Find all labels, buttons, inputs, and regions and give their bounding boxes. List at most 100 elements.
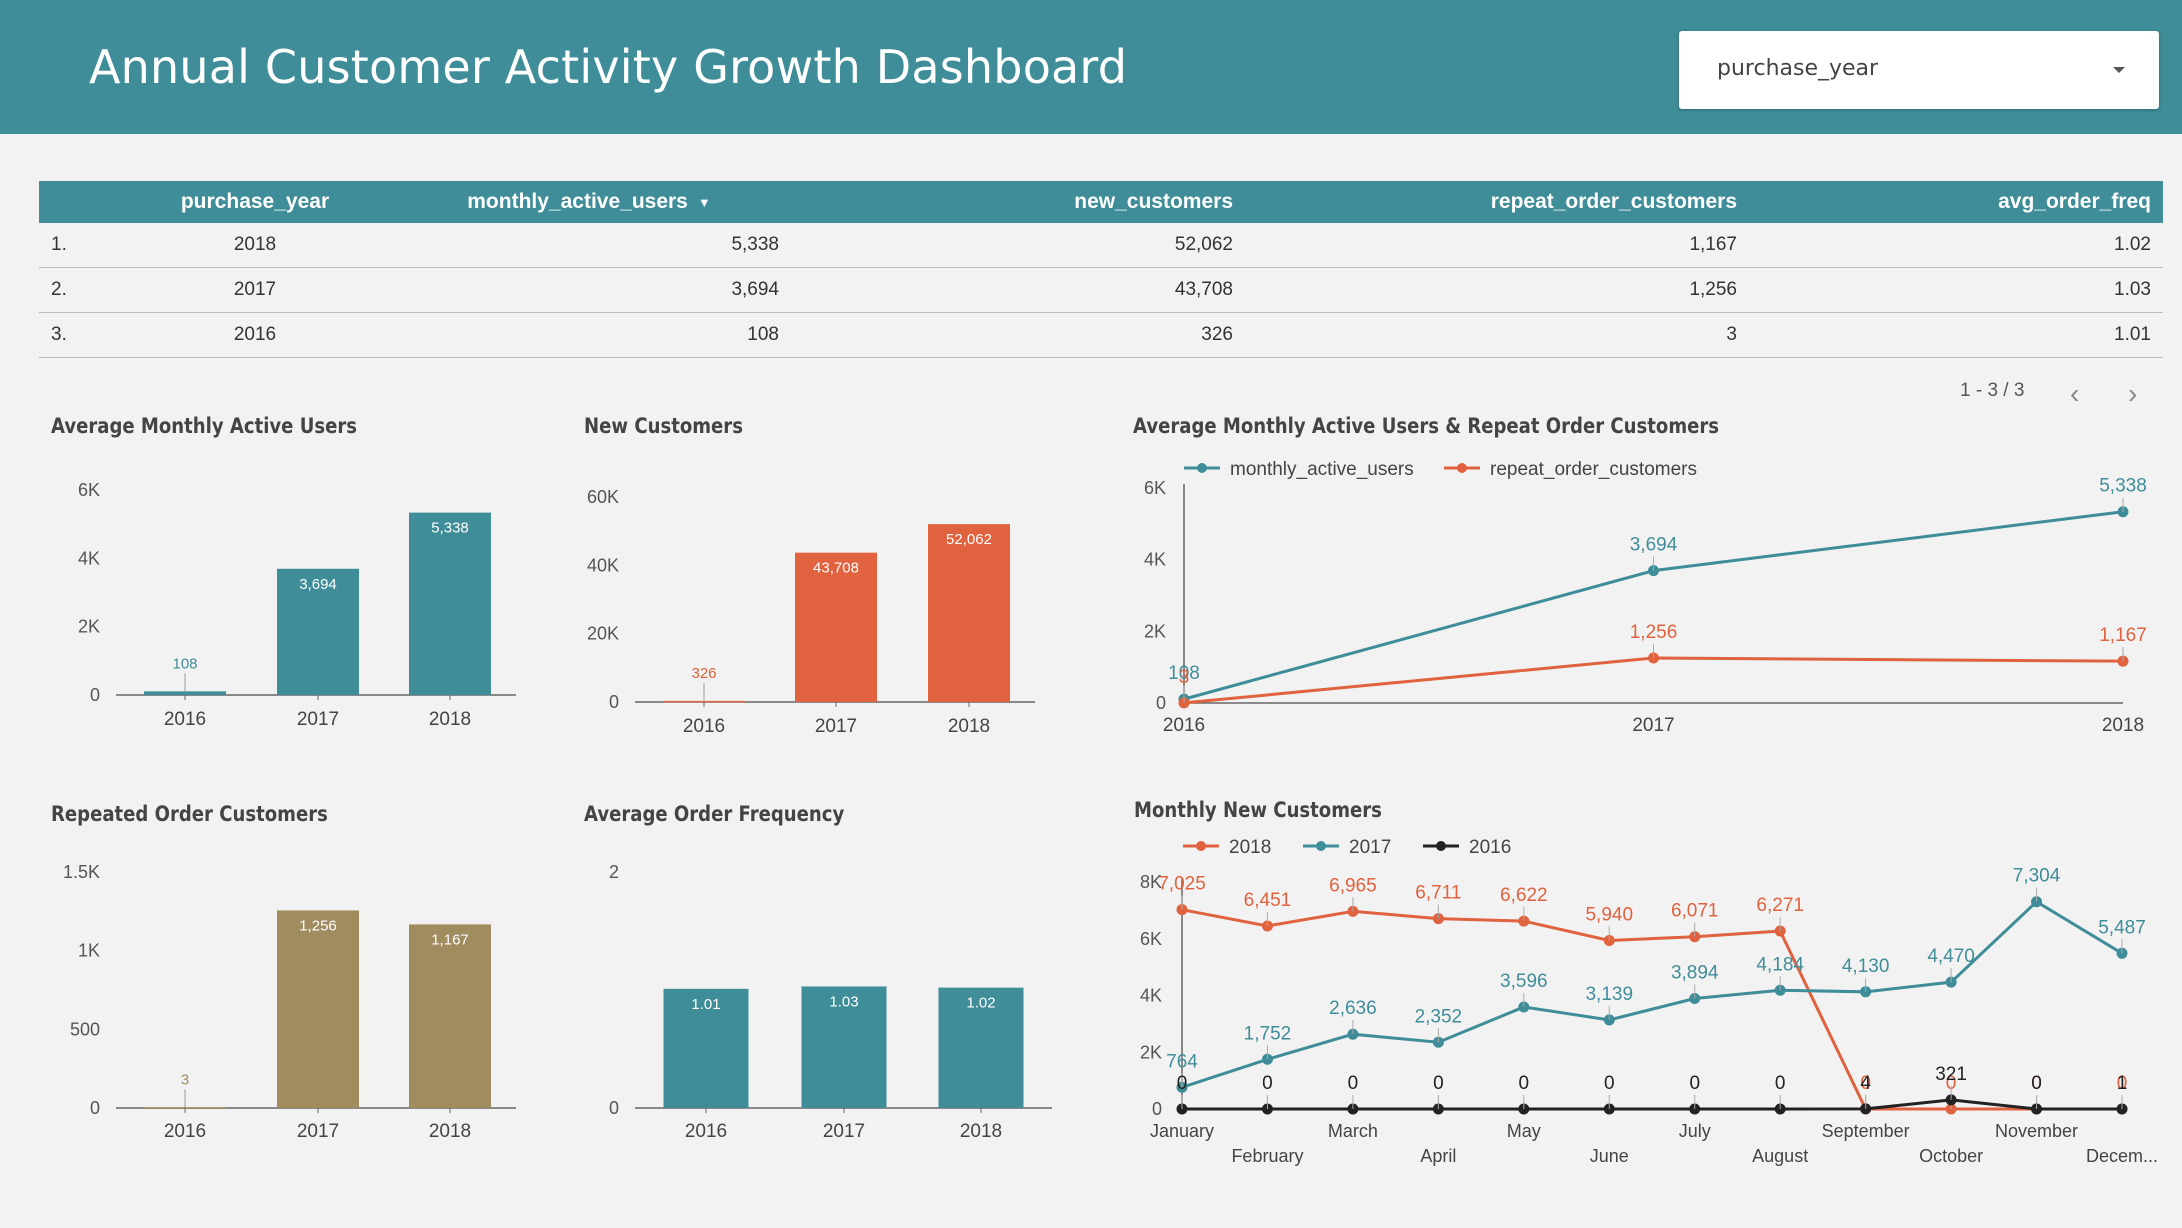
freq-bar	[938, 987, 1024, 1108]
monthly-legend-marker	[1316, 841, 1326, 851]
combo-ytick-label: 0	[1156, 693, 1166, 713]
chart-title-monthly: Monthly New Customers	[1134, 798, 1382, 822]
filter-label: purchase_year	[1717, 56, 1879, 81]
table-header-row: purchase_year monthly_active_users ▼ new_…	[39, 181, 2163, 223]
newc-bar	[795, 552, 877, 702]
chevron-left-icon[interactable]: ‹	[2070, 378, 2080, 409]
purchase-year-filter[interactable]: purchase_year	[1679, 31, 2159, 109]
freq-ytick-label: 0	[609, 1098, 619, 1118]
table-header-new-customers[interactable]: new_customers	[791, 181, 1245, 223]
newc-data-label: 52,062	[946, 531, 992, 548]
table-row: 3. 2016 108 326 3 1.01	[39, 312, 2163, 358]
monthly-data-label: 4,470	[1927, 946, 1975, 967]
repeat-data-label: 1,167	[431, 931, 469, 948]
combo-data-label: 1,256	[1630, 622, 1678, 643]
repeat-data-label: 1,256	[299, 917, 337, 934]
mau-ytick-label: 6K	[78, 480, 100, 500]
monthly-legend-marker	[1196, 841, 1206, 851]
cell-new-customers: 43,708	[791, 267, 1245, 313]
combo-data-label: 5,338	[2099, 476, 2147, 497]
cell-purchase-year: 2018	[123, 223, 387, 268]
monthly-x-tick-label: April	[1420, 1146, 1456, 1166]
sort-desc-icon[interactable]: ▼	[697, 194, 711, 210]
freq-data-label: 1.02	[966, 995, 995, 1012]
monthly-data-label: 764	[1166, 1051, 1198, 1072]
cell-repeat-order-customers: 3	[1245, 312, 1749, 358]
monthly-data-label: 4,184	[1756, 954, 1804, 975]
monthly-data-label: 6,622	[1500, 885, 1548, 906]
repeat-ytick-label: 1K	[78, 941, 100, 961]
cell-repeat-order-customers: 1,167	[1245, 223, 1749, 268]
freq-data-label: 1.01	[691, 996, 720, 1013]
chart-title-new-customers: New Customers	[584, 414, 743, 438]
repeat-bar	[277, 910, 359, 1108]
table-header-repeat-order-customers[interactable]: repeat_order_customers	[1245, 181, 1749, 223]
monthly-data-label: 6,965	[1329, 875, 1377, 896]
row-index: 1.	[39, 223, 123, 268]
combo-legend-marker	[1197, 463, 1207, 473]
repeat-bar	[409, 924, 491, 1108]
monthly-data-label: 2,352	[1415, 1006, 1463, 1027]
monthly-data-label: 0	[1775, 1073, 1786, 1094]
mau-x-tick-label: 2018	[429, 709, 471, 730]
table-header-monthly-active-users[interactable]: monthly_active_users ▼	[387, 181, 791, 223]
combo-data-label: 1,167	[2099, 625, 2147, 646]
chevron-right-icon[interactable]: ›	[2128, 378, 2138, 409]
mau-ytick-label: 2K	[78, 617, 100, 637]
monthly-x-tick-label: Decem...	[2086, 1146, 2158, 1166]
newc-bar	[928, 524, 1010, 702]
monthly-data-label: 0	[2031, 1073, 2042, 1094]
cell-monthly-active-users: 5,338	[387, 223, 791, 268]
monthly-data-label: 3,596	[1500, 971, 1548, 992]
monthly-point	[1603, 1014, 1615, 1026]
freq-x-tick-label: 2017	[823, 1121, 865, 1142]
table-header-avg-order-freq[interactable]: avg_order_freq	[1749, 181, 2163, 223]
cell-purchase-year: 2016	[123, 312, 387, 358]
mau-bar	[144, 691, 226, 695]
monthly-x-tick-label: February	[1231, 1146, 1303, 1166]
cell-avg-order-freq: 1.03	[1749, 267, 2163, 313]
monthly-data-label: 6,451	[1244, 890, 1292, 911]
monthly-data-label: 2,636	[1329, 998, 1377, 1019]
monthly-series-line	[1181, 899, 2123, 1089]
table-header-purchase-year[interactable]: purchase_year	[123, 181, 387, 223]
monthly-data-label: 1,752	[1244, 1023, 1292, 1044]
pagination-label: 1 - 3 / 3	[1960, 380, 2025, 401]
freq-bar	[663, 988, 749, 1108]
combo-x-tick-label: 2017	[1632, 715, 1674, 736]
table-row: 2. 2017 3,694 43,708 1,256 1.03	[39, 267, 2163, 313]
freq-x-tick-label: 2016	[685, 1121, 727, 1142]
monthly-ytick-label: 6K	[1140, 929, 1162, 949]
combo-data-label: 3,694	[1630, 535, 1678, 556]
chart-title-frequency: Average Order Frequency	[584, 802, 845, 826]
monthly-ytick-label: 4K	[1140, 986, 1162, 1006]
monthly-data-label: 1	[2117, 1073, 2128, 1094]
monthly-ytick-label: 2K	[1140, 1042, 1162, 1062]
freq-ytick-label: 2	[609, 862, 619, 882]
freq-bar	[801, 986, 887, 1108]
table-header-index	[39, 181, 123, 223]
monthly-series-line	[1181, 908, 2122, 1111]
mau-data-label: 108	[172, 655, 197, 672]
combo-data-label: 3	[1179, 667, 1190, 688]
monthly-data-label: 5,487	[2098, 917, 2146, 938]
monthly-data-label: 0	[1177, 1073, 1188, 1094]
monthly-x-tick-label: July	[1679, 1121, 1711, 1141]
repeat-ytick-label: 1.5K	[63, 862, 100, 882]
monthly-data-label: 0	[2031, 1073, 2042, 1094]
monthly-data-label: 5,940	[1585, 904, 1633, 925]
monthly-data-label: 7,304	[2013, 866, 2061, 887]
monthly-data-label: 0	[1860, 1073, 1871, 1094]
monthly-x-tick-label: September	[1822, 1121, 1910, 1141]
monthly-x-tick-label: May	[1507, 1121, 1541, 1141]
dropdown-arrow-icon[interactable]	[2113, 67, 2125, 73]
monthly-data-label: 4	[1860, 1073, 1871, 1094]
monthly-legend-label: 2017	[1349, 837, 1391, 858]
newc-x-tick-label: 2018	[948, 716, 990, 737]
monthly-data-label: 0	[1348, 1073, 1359, 1094]
combo-data-label: 108	[1168, 663, 1200, 684]
chart-title-mau: Average Monthly Active Users	[51, 414, 358, 438]
monthly-data-label: 0	[1604, 1073, 1615, 1094]
monthly-data-label: 7,025	[1158, 874, 1206, 895]
newc-ytick-label: 60K	[587, 487, 619, 507]
